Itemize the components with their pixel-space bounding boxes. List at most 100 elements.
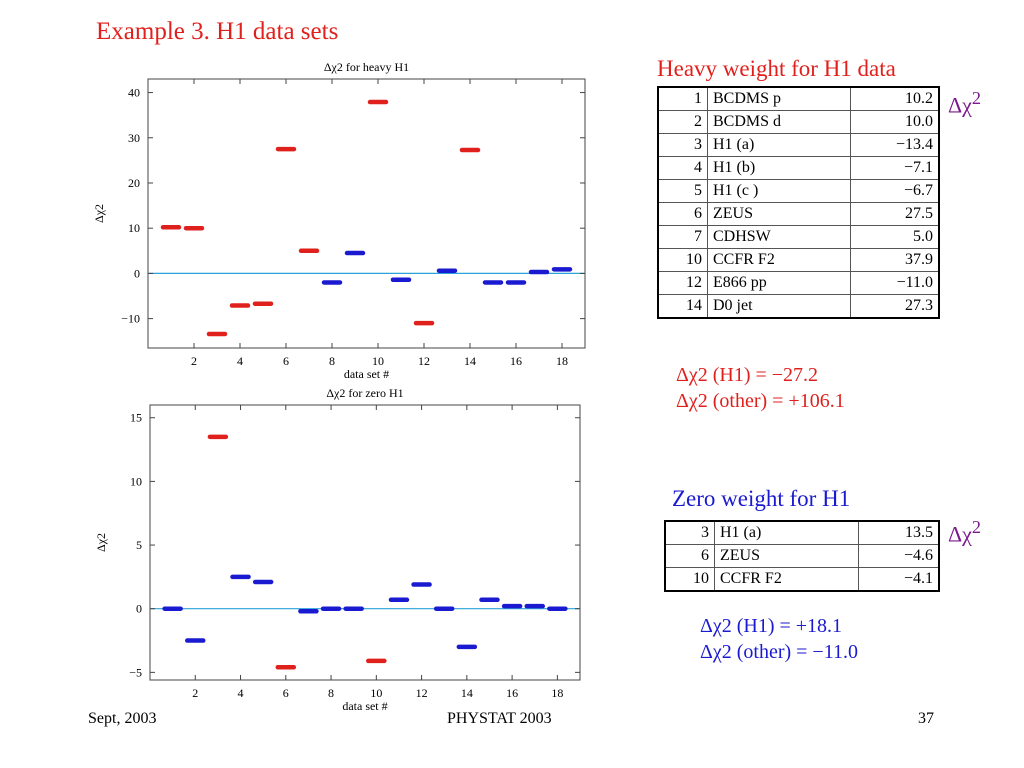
zero-result-other: Δχ2 (other) = −11.0 [700,641,858,663]
zero-x-tick-label: 10 [370,686,382,700]
heavy-table-cell-n: 14 [657,294,708,319]
heavy-x-tick-label: 6 [283,354,289,368]
heavy-table-cell-n: 7 [657,225,708,249]
heavy-table-cell-name: H1 (b) [706,156,852,180]
heavy-table-cell-name: BCDMS d [706,110,852,134]
heavy-table-cell-name: BCDMS p [706,86,852,111]
heavy-table-row: 12 E866 pp −11.0 [657,271,940,295]
footer-date: Sept, 2003 [88,710,157,727]
heavy-table-row: 5 H1 (c ) −6.7 [657,179,940,203]
heavy-table-row: 14 D0 jet 27.3 [657,294,940,319]
heavy-table-cell-val: 27.3 [850,294,940,319]
heavy-x-axis-label: data set # [344,367,389,381]
heavy-table-row: 6 ZEUS 27.5 [657,202,940,226]
heavy-plot-frame [147,78,586,349]
heavy-table-cell-n: 4 [657,156,708,180]
heavy-heading: Heavy weight for H1 data [657,56,896,81]
heavy-chart-title: Δχ2 for heavy H1 [324,60,409,74]
zero-y-tick-label: −5 [129,665,142,679]
zero-table-cell-val: −4.1 [858,567,940,592]
heavy-table-row: 10 CCFR F2 37.9 [657,248,940,272]
zero-y-tick-label: 5 [136,538,142,552]
zero-plot-frame [149,404,581,681]
heavy-table-cell-name: D0 jet [706,294,852,319]
heavy-result-other: Δχ2 (other) = +106.1 [676,390,845,412]
heavy-table-row: 1 BCDMS p 10.2 [657,86,940,111]
heavy-table-cell-name: CCFR F2 [706,248,852,272]
heavy-table-cell-name: ZEUS [706,202,852,226]
heavy-table-cell-n: 1 [657,86,708,111]
heavy-table-row: 7 CDHSW 5.0 [657,225,940,249]
zero-x-axis-label: data set # [342,699,387,713]
zero-heading: Zero weight for H1 [672,486,851,511]
heavy-y-tick-label: −10 [121,312,140,326]
zero-x-tick-label: 2 [192,686,198,700]
zero-x-tick-label: 4 [238,686,244,700]
zero-table-row: 3 H1 (a) 13.5 [664,520,940,545]
heavy-table-cell-n: 2 [657,110,708,134]
zero-x-tick-label: 8 [328,686,334,700]
zero-y-tick-label: 15 [130,411,142,425]
heavy-x-tick-label: 18 [556,354,568,368]
zero-table-cell-val: 13.5 [858,520,940,545]
zero-table-cell-name: ZEUS [713,544,860,568]
heavy-x-tick-label: 16 [510,354,522,368]
heavy-table-cell-val: 37.9 [850,248,940,272]
footer-page-number: 37 [918,710,934,727]
zero-x-tick-label: 14 [461,686,473,700]
heavy-table-row: 4 H1 (b) −7.1 [657,156,940,180]
heavy-delta-chi2-symbol: Δχ2 [948,88,982,118]
zero-table-cell-name: CCFR F2 [713,567,860,592]
heavy-x-tick-label: 14 [464,354,476,368]
zero-table-row: 6 ZEUS −4.6 [664,544,940,568]
heavy-table-row: 3 H1 (a) −13.4 [657,133,940,157]
zero-y-tick-label: 0 [136,602,142,616]
heavy-table-cell-n: 12 [657,271,708,295]
zero-table-cell-n: 10 [664,567,715,592]
heavy-table-cell-val: −13.4 [850,133,940,157]
heavy-results: Δχ2 (H1) = −27.2 Δχ2 (other) = +106.1 [676,362,845,414]
heavy-table-cell-val: 10.0 [850,110,940,134]
zero-y-axis-label: Δχ2 [94,533,108,552]
heavy-table-cell-name: H1 (c ) [706,179,852,203]
zero-y-tick-label: 10 [130,474,142,488]
heavy-table-cell-n: 6 [657,202,708,226]
zero-table-row: 10 CCFR F2 −4.1 [664,567,940,592]
heavy-table-cell-val: 27.5 [850,202,940,226]
zero-chart-title: Δχ2 for zero H1 [326,386,403,400]
heavy-table-cell-n: 10 [657,248,708,272]
heavy-result-h1: Δχ2 (H1) = −27.2 [676,364,819,386]
slide-title: Example 3. H1 data sets [96,18,339,45]
zero-result-h1: Δχ2 (H1) = +18.1 [700,615,843,637]
heavy-table-cell-n: 3 [657,133,708,157]
heavy-x-tick-label: 10 [372,354,384,368]
heavy-table-cell-val: 10.2 [850,86,940,111]
zero-delta-chi2-symbol: Δχ2 [948,517,982,547]
heavy-y-tick-label: 20 [128,176,140,190]
zero-table-cell-n: 3 [664,520,715,545]
heavy-y-tick-label: 30 [128,131,140,145]
heavy-x-tick-label: 2 [191,354,197,368]
heavy-x-tick-label: 4 [237,354,243,368]
heavy-symbol-sup: 2 [971,88,982,108]
zero-x-tick-label: 6 [283,686,289,700]
heavy-table-cell-name: H1 (a) [706,133,852,157]
zero-symbol-sup: 2 [971,517,982,537]
heavy-table-cell-val: −11.0 [850,271,940,295]
heavy-table-cell-n: 5 [657,179,708,203]
heavy-table: 1 BCDMS p 10.2 2 BCDMS d 10.0 3 H1 (a) −13.4 4 H1 … [657,86,940,319]
heavy-table-cell-val: 5.0 [850,225,940,249]
heavy-table-row: 2 BCDMS d 10.0 [657,110,940,134]
heavy-table-cell-val: −6.7 [850,179,940,203]
heavy-table-cell-name: CDHSW [706,225,852,249]
zero-x-tick-label: 12 [416,686,428,700]
heavy-y-tick-label: 0 [134,266,140,280]
zero-x-tick-label: 18 [551,686,563,700]
footer-conference: PHYSTAT 2003 [447,710,552,727]
heavy-y-axis-label: Δχ2 [92,204,106,223]
heavy-table-cell-name: E866 pp [706,271,852,295]
zero-results: Δχ2 (H1) = +18.1 Δχ2 (other) = −11.0 [700,613,858,665]
heavy-x-tick-label: 8 [329,354,335,368]
heavy-y-tick-label: 40 [128,86,140,100]
